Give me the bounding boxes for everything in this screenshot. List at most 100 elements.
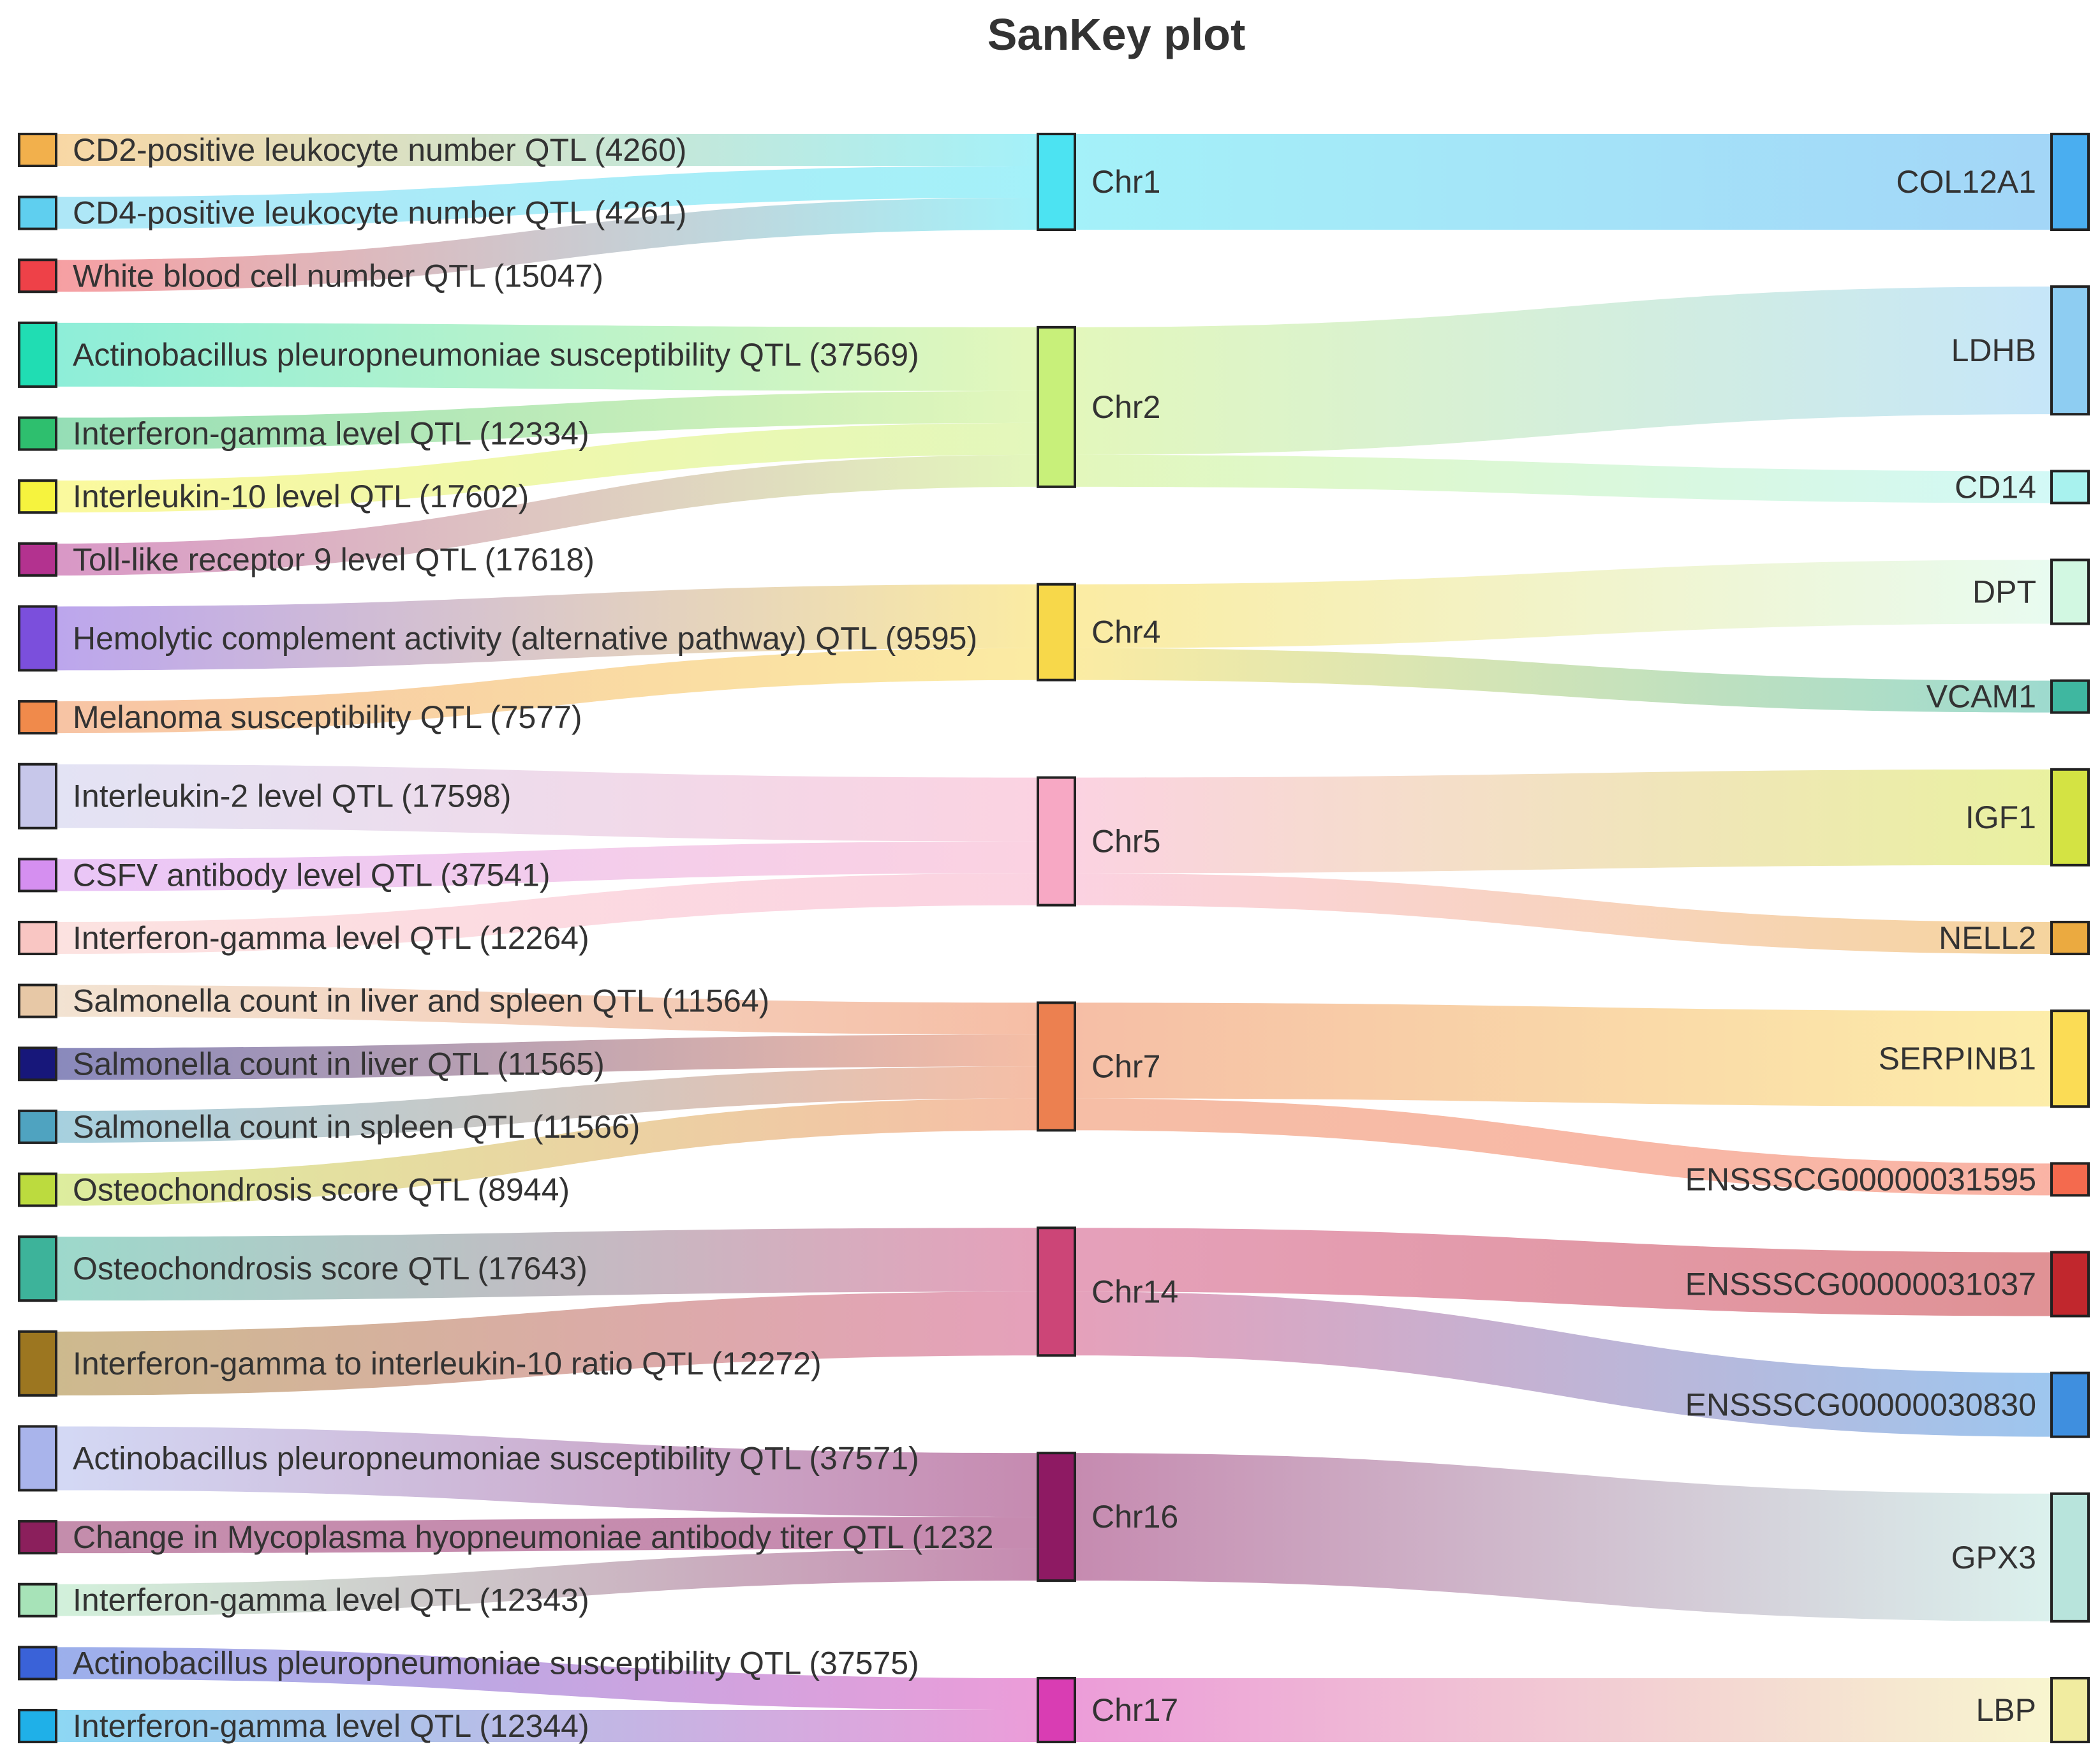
- sankey-link-q23-c17[interactable]: [56, 1710, 1038, 1742]
- sankey-link-c2-g2[interactable]: [1075, 287, 2052, 455]
- gene-node-g9[interactable]: [2050, 1162, 2090, 1197]
- chromosome-node-c7[interactable]: [1037, 1001, 1076, 1132]
- chromosome-node-c1[interactable]: [1037, 133, 1076, 231]
- gene-node-g11[interactable]: [2050, 1371, 2090, 1438]
- qtl-node-q2[interactable]: [18, 195, 57, 230]
- qtl-label-q19: Actinobacillus pleuropneumoniae suscepti…: [73, 1440, 919, 1476]
- sankey-link-c7-g9[interactable]: [1075, 1098, 2052, 1196]
- chromosome-node-c17[interactable]: [1037, 1677, 1076, 1743]
- qtl-node-q4[interactable]: [18, 321, 57, 388]
- sankey-link-c17-g13[interactable]: [1075, 1678, 2052, 1742]
- sankey-link-c14-g11[interactable]: [1075, 1291, 2052, 1437]
- qtl-node-q16[interactable]: [18, 1172, 57, 1207]
- sankey-link-q5-c2[interactable]: [56, 391, 1038, 450]
- gene-node-g6[interactable]: [2050, 768, 2090, 867]
- sankey-link-q22-c17[interactable]: [56, 1647, 1038, 1710]
- qtl-node-q20[interactable]: [18, 1520, 57, 1555]
- qtl-node-q10[interactable]: [18, 763, 57, 830]
- qtl-node-q14[interactable]: [18, 1046, 57, 1082]
- sankey-link-q2-c1[interactable]: [56, 166, 1038, 229]
- sankey-link-q18-c14[interactable]: [56, 1291, 1038, 1395]
- qtl-label-q7: Toll-like receptor 9 level QTL (17618): [73, 542, 595, 577]
- nodes-layer: CD2-positive leukocyte number QTL (4260)…: [18, 132, 2090, 1744]
- sankey-link-c1-g1[interactable]: [1075, 134, 2052, 230]
- sankey-link-c2-g3[interactable]: [1075, 454, 2052, 503]
- gene-label-g12: GPX3: [1951, 1540, 2036, 1575]
- gene-label-g11: ENSSSCG00000030830: [1685, 1387, 2036, 1423]
- sankey-link-c7-g8[interactable]: [1075, 1002, 2052, 1107]
- qtl-node-q21[interactable]: [18, 1582, 57, 1618]
- gene-label-g8: SERPINB1: [1879, 1041, 2036, 1076]
- sankey-link-q4-c2[interactable]: [56, 322, 1038, 391]
- chromosome-label-c5: Chr5: [1091, 824, 1160, 860]
- qtl-node-q11[interactable]: [18, 858, 57, 893]
- gene-label-g7: NELL2: [1939, 920, 2036, 956]
- qtl-node-q15[interactable]: [18, 1109, 57, 1144]
- qtl-node-q13[interactable]: [18, 983, 57, 1018]
- gene-node-g2[interactable]: [2050, 285, 2090, 416]
- sankey-link-q14-c7[interactable]: [56, 1034, 1038, 1080]
- qtl-label-q8: Hemolytic complement activity (alternati…: [73, 620, 977, 656]
- gene-node-g10[interactable]: [2050, 1251, 2090, 1318]
- qtl-node-q23[interactable]: [18, 1709, 57, 1743]
- qtl-node-q22[interactable]: [18, 1646, 57, 1681]
- sankey-link-q11-c5[interactable]: [56, 841, 1038, 891]
- qtl-node-q8[interactable]: [18, 605, 57, 672]
- qtl-label-q9: Melanoma susceptibility QTL (7577): [73, 699, 582, 735]
- qtl-node-q1[interactable]: [18, 133, 57, 167]
- qtl-label-q18: Interferon-gamma to interleukin-10 ratio…: [73, 1346, 822, 1381]
- sankey-link-c5-g7[interactable]: [1075, 873, 2052, 954]
- sankey-link-c16-g12[interactable]: [1075, 1453, 2052, 1621]
- qtl-node-q17[interactable]: [18, 1235, 57, 1302]
- qtl-label-q11: CSFV antibody level QTL (37541): [73, 857, 551, 893]
- sankey-link-q8-c4[interactable]: [56, 584, 1038, 671]
- sankey-link-q13-c7[interactable]: [56, 985, 1038, 1035]
- qtl-label-q5: Interferon-gamma level QTL (12334): [73, 416, 589, 452]
- qtl-label-q10: Interleukin-2 level QTL (17598): [73, 778, 511, 814]
- gene-node-g1[interactable]: [2050, 133, 2090, 231]
- qtl-node-q7[interactable]: [18, 542, 57, 577]
- gene-node-g12[interactable]: [2050, 1492, 2090, 1623]
- qtl-node-q18[interactable]: [18, 1330, 57, 1397]
- qtl-label-q14: Salmonella count in liver QTL (11565): [73, 1046, 605, 1082]
- gene-node-g8[interactable]: [2050, 1009, 2090, 1108]
- gene-node-g4[interactable]: [2050, 558, 2090, 625]
- chromosome-node-c14[interactable]: [1037, 1226, 1076, 1357]
- qtl-label-q16: Osteochondrosis score QTL (8944): [73, 1172, 570, 1208]
- qtl-node-q9[interactable]: [18, 700, 57, 735]
- sankey-link-c4-g4[interactable]: [1075, 560, 2052, 648]
- qtl-node-q5[interactable]: [18, 416, 57, 451]
- sankey-link-q6-c2[interactable]: [56, 422, 1038, 513]
- sankey-link-q17-c14[interactable]: [56, 1228, 1038, 1301]
- sankey-link-q3-c1[interactable]: [56, 198, 1038, 292]
- qtl-node-q3[interactable]: [18, 258, 57, 294]
- chromosome-label-c2: Chr2: [1091, 389, 1160, 425]
- chromosome-label-c7: Chr7: [1091, 1048, 1160, 1084]
- sankey-link-q9-c4[interactable]: [56, 648, 1038, 734]
- sankey-link-q12-c5[interactable]: [56, 873, 1038, 954]
- sankey-link-q16-c7[interactable]: [56, 1098, 1038, 1206]
- qtl-node-q6[interactable]: [18, 479, 57, 514]
- qtl-label-q2: CD4-positive leukocyte number QTL (4261): [73, 195, 686, 231]
- sankey-link-c14-g10[interactable]: [1075, 1228, 2052, 1316]
- sankey-link-q10-c5[interactable]: [56, 764, 1038, 842]
- gene-node-g3[interactable]: [2050, 470, 2090, 505]
- sankey-link-q1-c1[interactable]: [56, 134, 1038, 166]
- sankey-link-c5-g6[interactable]: [1075, 769, 2052, 874]
- chromosome-node-c2[interactable]: [1037, 325, 1076, 488]
- sankey-link-q19-c16[interactable]: [56, 1426, 1038, 1517]
- qtl-node-q12[interactable]: [18, 921, 57, 955]
- sankey-link-q20-c16[interactable]: [56, 1517, 1038, 1554]
- sankey-link-q7-c2[interactable]: [56, 454, 1038, 576]
- sankey-link-q15-c7[interactable]: [56, 1066, 1038, 1143]
- links-layer: [56, 134, 2052, 1742]
- gene-node-g13[interactable]: [2050, 1677, 2090, 1743]
- sankey-link-q21-c16[interactable]: [56, 1549, 1038, 1616]
- gene-node-g7[interactable]: [2050, 921, 2090, 955]
- chromosome-node-c5[interactable]: [1037, 776, 1076, 907]
- qtl-node-q19[interactable]: [18, 1425, 57, 1492]
- sankey-link-c4-g5[interactable]: [1075, 648, 2052, 713]
- chromosome-node-c4[interactable]: [1037, 583, 1076, 681]
- gene-node-g5[interactable]: [2050, 679, 2090, 714]
- chromosome-node-c16[interactable]: [1037, 1452, 1076, 1582]
